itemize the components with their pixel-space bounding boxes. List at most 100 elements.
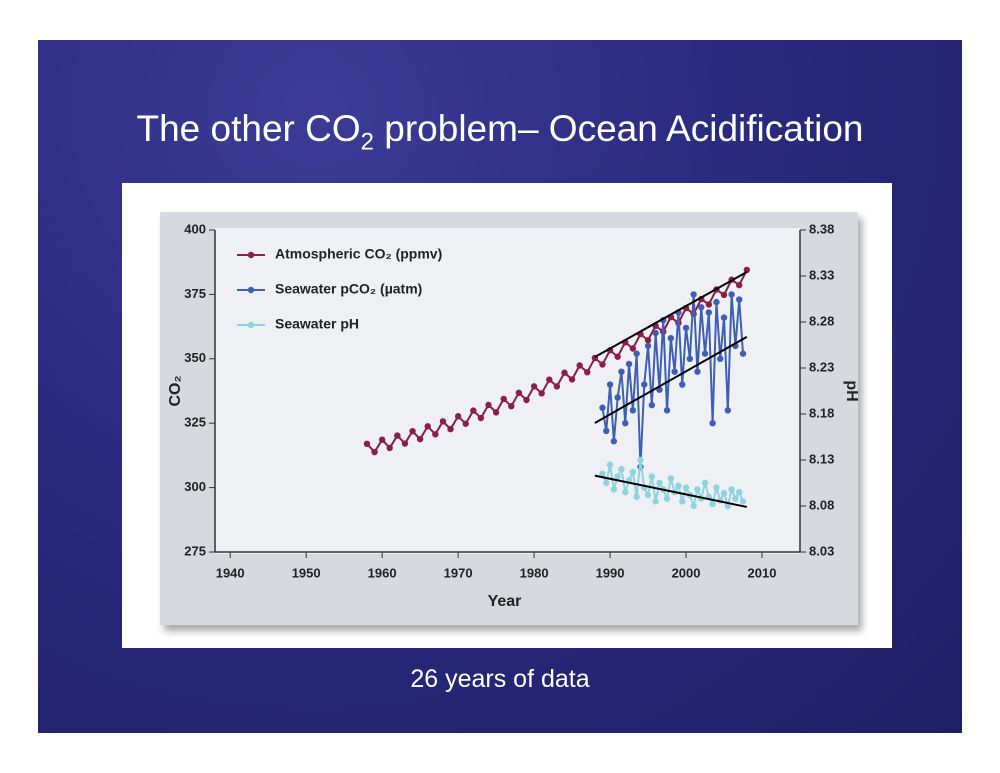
data-point: [568, 376, 576, 383]
y2-tick-label: 8.03: [809, 543, 834, 558]
data-point: [736, 281, 743, 289]
data-point: [694, 368, 701, 375]
data-point: [603, 479, 610, 487]
title-text: problem– Ocean Acidification: [374, 108, 864, 149]
y2-tick-label: 8.18: [809, 405, 834, 420]
data-point: [671, 368, 678, 375]
data-point: [614, 473, 621, 480]
y2-tick-label: 8.33: [809, 267, 834, 282]
data-point: [686, 355, 694, 362]
data-point: [439, 418, 447, 425]
x-tick-label: 1990: [596, 565, 625, 580]
data-point: [694, 486, 701, 493]
data-point: [470, 407, 477, 414]
data-point: [724, 502, 732, 510]
x-tick-label: 2010: [748, 565, 777, 580]
data-point: [500, 395, 507, 403]
data-point: [701, 479, 709, 487]
data-point: [709, 500, 716, 508]
y2-tick-label: 8.38: [809, 221, 834, 236]
data-point: [690, 502, 697, 510]
data-point: [371, 448, 378, 456]
data-point: [682, 324, 690, 332]
legend-marker: [247, 251, 255, 259]
trend-line: [594, 474, 748, 508]
data-point: [728, 486, 735, 493]
y-tick-label: 350: [184, 350, 206, 365]
data-point: [386, 444, 393, 452]
data-point: [720, 291, 728, 299]
data-point: [739, 350, 747, 357]
data-point: [447, 425, 454, 433]
data-point: [717, 355, 724, 362]
data-point: [584, 368, 591, 376]
data-point: [538, 390, 545, 397]
data-point: [515, 389, 523, 397]
data-point: [739, 498, 747, 505]
data-point: [720, 314, 728, 321]
data-point: [743, 266, 751, 274]
data-point: [644, 337, 652, 344]
series-line: [601, 294, 745, 468]
data-point: [614, 353, 621, 360]
data-point: [610, 486, 618, 493]
data-point: [675, 482, 682, 489]
legend-label: Seawater pCO₂ (µatm): [275, 281, 422, 297]
data-point: [603, 427, 610, 435]
data-point: [618, 368, 625, 375]
data-point: [644, 491, 652, 499]
data-point: [416, 435, 424, 443]
data-point: [599, 470, 606, 477]
data-point: [656, 479, 663, 487]
data-point: [523, 396, 530, 404]
x-axis-label: Year: [488, 593, 522, 610]
data-point: [462, 420, 469, 427]
legend-label: Seawater pH: [275, 316, 359, 332]
data-point: [610, 438, 618, 445]
data-point: [629, 345, 637, 352]
x-tick-label: 2000: [672, 565, 701, 580]
data-point: [667, 475, 675, 482]
data-point: [378, 436, 386, 443]
data-point: [705, 309, 713, 316]
data-point: [679, 381, 686, 388]
caption: 26 years of data: [410, 665, 590, 693]
data-point: [663, 407, 671, 414]
y2-tick-label: 8.23: [809, 359, 834, 374]
x-tick-label: 1970: [444, 565, 473, 580]
data-point: [667, 334, 675, 342]
data-point: [682, 484, 690, 491]
x-tick-label: 1940: [216, 565, 245, 580]
data-point: [648, 401, 656, 409]
x-tick-label: 1960: [368, 565, 397, 580]
data-point: [690, 291, 697, 298]
data-point: [530, 383, 538, 390]
trend-line: [594, 271, 748, 358]
y2-tick-label: 8.08: [809, 497, 834, 512]
x-tick-label: 1980: [520, 565, 549, 580]
data-point: [622, 420, 629, 427]
data-point: [663, 495, 671, 502]
data-point: [546, 376, 553, 383]
data-point: [728, 291, 735, 298]
y-tick-label: 375: [184, 286, 206, 301]
data-point: [701, 350, 709, 357]
y2-tick-label: 8.13: [809, 451, 834, 466]
trend-line: [594, 336, 748, 424]
data-point: [732, 495, 739, 502]
data-point: [485, 401, 492, 409]
data-point: [652, 329, 659, 337]
data-point: [698, 304, 705, 311]
y-axis-label: CO₂: [167, 375, 184, 406]
legend-marker: [247, 321, 255, 329]
data-point: [599, 404, 606, 411]
title-text: The other CO: [136, 108, 361, 149]
data-point: [508, 402, 515, 410]
data-point: [492, 409, 500, 416]
data-point: [641, 381, 648, 388]
data-point: [409, 427, 416, 435]
data-point: [622, 489, 629, 496]
data-point: [648, 473, 656, 480]
